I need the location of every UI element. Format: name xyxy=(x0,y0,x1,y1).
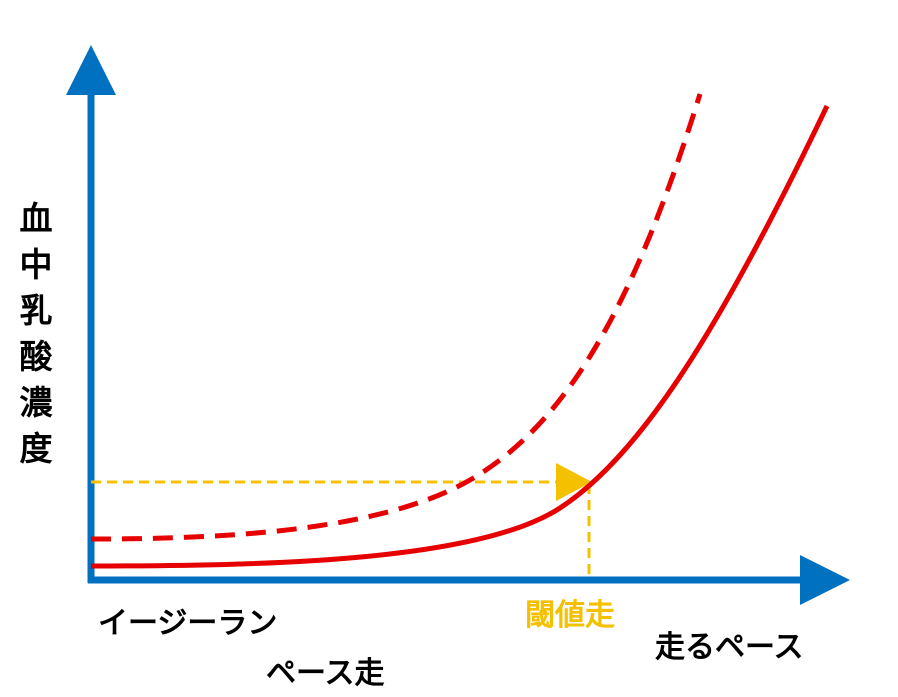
y-axis-label-char: 度 xyxy=(19,429,53,468)
easy-run-label-line1: イージーラン xyxy=(98,606,278,641)
x-axis-arrowhead xyxy=(800,555,850,605)
y-axis-label-char: 酸 xyxy=(19,337,53,376)
y-axis-label-char: 中 xyxy=(19,245,53,284)
y-axis-label-char: 血 xyxy=(19,199,53,238)
x-axis-label: 走るペース xyxy=(655,630,804,665)
lactate-curve-dashed xyxy=(90,93,703,542)
threshold-run-label: 閾値走 xyxy=(525,598,615,633)
y-axis-label-char: 濃 xyxy=(19,383,53,422)
easy-run-label-line2: ペース走 xyxy=(266,656,385,691)
y-axis-label-char: 乳 xyxy=(19,291,53,330)
y-axis-label: 血中乳酸濃度 xyxy=(14,196,58,472)
y-axis-arrowhead xyxy=(66,45,116,95)
threshold-shift-arrowhead xyxy=(556,463,592,501)
lactate-curve-solid xyxy=(90,104,830,569)
